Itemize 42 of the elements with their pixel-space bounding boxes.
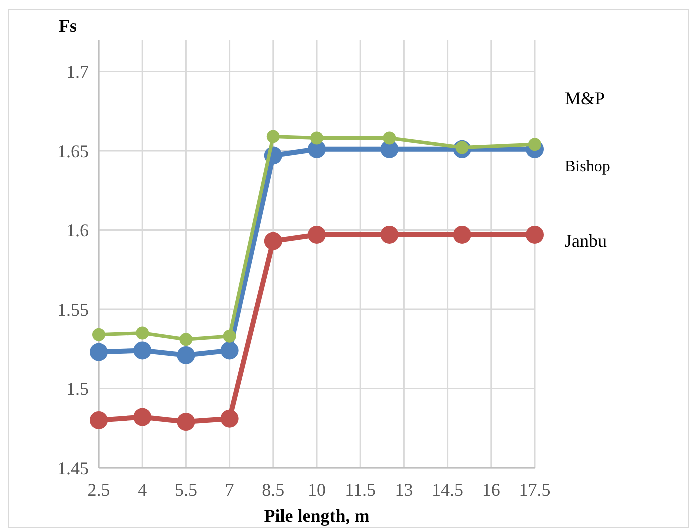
point <box>177 346 196 364</box>
point <box>308 226 326 244</box>
y-tick-label: 1.65 <box>58 141 89 162</box>
point <box>310 132 324 145</box>
point <box>380 226 399 244</box>
x-tick-label: 2.5 <box>88 480 110 500</box>
point <box>266 130 280 144</box>
x-tick-label: 11.5 <box>345 480 376 500</box>
y-axis-title: Fs <box>59 16 77 36</box>
text: M&P <box>565 88 606 109</box>
point <box>223 330 236 343</box>
y-tick-label: 1.55 <box>58 300 89 320</box>
y-tick-label: 1.7 <box>66 62 89 82</box>
point <box>180 333 193 346</box>
x-tick-label: 5.5 <box>174 480 198 500</box>
x-axis-title: Pile length, m <box>264 506 370 526</box>
point <box>92 328 106 342</box>
x-tick-label: 16 <box>482 480 500 500</box>
series-label: Janbu <box>565 230 607 251</box>
x-tick-label: 13 <box>395 480 414 500</box>
point <box>136 326 150 340</box>
x-tick-label: 10 <box>308 480 326 500</box>
x-tick-label: 7 <box>225 480 234 500</box>
x-tick-label: 14.5 <box>432 480 464 500</box>
point <box>526 226 544 244</box>
point <box>264 232 282 250</box>
point <box>220 342 239 360</box>
x-tick-label: 8.5 <box>262 480 285 500</box>
point <box>90 343 108 362</box>
series-label: Bishop <box>565 158 610 176</box>
point <box>220 410 239 428</box>
x-tick-label: 4 <box>138 480 148 500</box>
point <box>383 132 396 145</box>
y-tick-label: 1.45 <box>58 458 89 478</box>
point <box>453 226 472 244</box>
y-tick-label: 1.6 <box>66 220 89 241</box>
point <box>134 342 152 360</box>
point <box>177 413 196 432</box>
point <box>134 408 152 426</box>
x-tick-label: 17.5 <box>519 480 551 500</box>
point <box>90 411 108 430</box>
y-tick-label: 1.5 <box>66 379 89 400</box>
